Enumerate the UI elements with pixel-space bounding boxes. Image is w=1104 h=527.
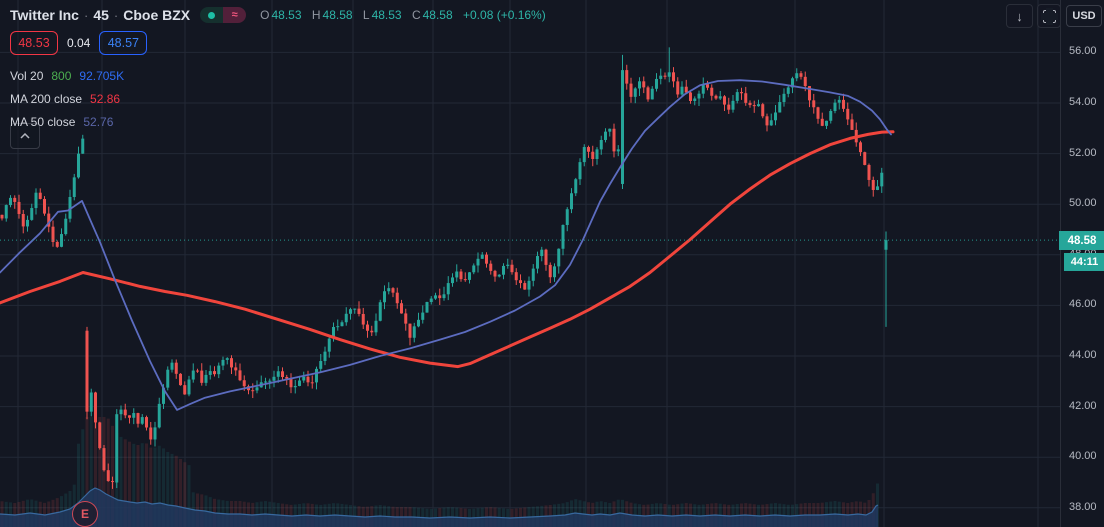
open-value: 48.53	[271, 8, 302, 22]
currency-button[interactable]: USD	[1066, 5, 1102, 27]
ma200-value: 52.86	[90, 91, 121, 106]
low-value: 48.53	[371, 8, 402, 22]
volume-bar	[166, 451, 170, 527]
chart-corner-toolbar: ↓	[1006, 4, 1061, 28]
price-axis-label: 42.00	[1069, 399, 1097, 412]
price-axis-label: 40.00	[1069, 450, 1097, 463]
separator-dot: ·	[113, 7, 119, 23]
volume-bar	[77, 443, 80, 527]
price-axis-label: 50.00	[1069, 197, 1097, 210]
volume-bar	[119, 436, 123, 527]
close-value: 48.58	[422, 8, 453, 22]
ma50-value: 52.76	[83, 114, 114, 129]
volume-bar	[153, 447, 157, 527]
symbol-name: Twitter Inc	[10, 7, 79, 23]
volume-bar	[162, 448, 165, 527]
volume-indicator-label: Vol 20	[10, 68, 44, 83]
ma200-indicator-label: MA 200 close	[10, 91, 83, 106]
ma50-indicator-row[interactable]: MA 50 close 52.76	[10, 110, 546, 133]
close-label: C	[411, 8, 421, 22]
fullscreen-button[interactable]	[1037, 4, 1061, 28]
exchange-label: Cboe BZX	[123, 7, 191, 23]
volume-bar	[149, 447, 153, 527]
volume-bar	[136, 444, 140, 527]
price-axis-label: 46.00	[1069, 298, 1097, 311]
change-value: +0.08 (+0.16%)	[463, 8, 546, 22]
volume-bar	[145, 443, 148, 527]
volume-bar	[81, 429, 85, 527]
scroll-to-latest-button[interactable]: ↓	[1006, 4, 1033, 28]
volume-area-edge	[0, 487, 879, 519]
ma200-line	[0, 130, 895, 369]
wave-icon: ≈	[231, 9, 238, 21]
arrow-down-icon: ↓	[1016, 8, 1023, 24]
volume-indicator-row[interactable]: Vol 20 800 92.705K	[10, 64, 546, 87]
price-axis-label: 44.00	[1069, 349, 1097, 361]
legend-collapse-button[interactable]	[10, 123, 40, 149]
separator-dot: ·	[83, 7, 89, 23]
low-label: L	[362, 8, 370, 22]
sell-bid-button[interactable]: 48.53	[10, 31, 58, 55]
volume-ma-value: 92.705K	[79, 68, 125, 83]
price-axis-label: 52.00	[1069, 146, 1097, 159]
volume-bar	[157, 445, 161, 527]
volume-bar	[85, 417, 89, 527]
buy-ask-button[interactable]: 48.57	[99, 31, 148, 55]
trade-buttons-row: 48.53 0.04 48.57	[10, 31, 546, 55]
clipped-axis-label: 48.41	[1068, 0, 1104, 4]
volume-bar	[170, 453, 174, 527]
volume-bar	[140, 443, 144, 527]
volume-bar	[183, 462, 187, 527]
open-label: O	[260, 8, 270, 22]
price-chart[interactable]	[0, 0, 1060, 527]
volume-bar	[174, 455, 178, 527]
price-axis-label: 56.00	[1069, 45, 1097, 58]
chevron-up-icon	[20, 133, 30, 139]
candle-series	[0, 47, 888, 489]
current-price-label: 48.58	[1059, 231, 1104, 251]
ohlc-readout: O 48.53 H 48.58 L 48.53 C 48.58 +0.08 (+0.16…	[260, 8, 546, 22]
ma50-line	[0, 79, 892, 411]
high-label: H	[311, 8, 321, 22]
spread-value: 0.04	[67, 36, 91, 50]
legend: Twitter Inc · 45 · Cboe BZX ≈ O 48.53 H 48…	[10, 5, 546, 133]
earnings-marker[interactable]: E	[72, 501, 98, 527]
price-axis[interactable]: 48.41 USD 56.0054.0052.0050.0048.0046.00…	[1059, 0, 1104, 527]
volume-area	[0, 488, 878, 527]
price-axis-label: 54.00	[1069, 96, 1097, 108]
symbol-row[interactable]: Twitter Inc · 45 · Cboe BZX ≈ O 48.53 H 48…	[10, 5, 546, 25]
high-value: 48.58	[322, 8, 353, 22]
volume-current-value: 800	[51, 68, 72, 83]
interval-label: 45	[93, 7, 109, 23]
volume-bar	[132, 443, 136, 527]
volume-bar	[128, 441, 131, 527]
volume-bar	[111, 425, 114, 527]
symbol-toggles: ≈	[200, 7, 247, 23]
bar-countdown-label: 44:11	[1064, 253, 1104, 272]
volume-bar	[187, 465, 191, 527]
price-axis-label: 38.00	[1069, 500, 1097, 513]
market-open-toggle[interactable]	[200, 7, 224, 23]
volume-bar	[94, 417, 97, 527]
volume-bar	[179, 459, 182, 527]
market-status-dot-icon	[208, 11, 216, 19]
similar-symbols-toggle[interactable]: ≈	[223, 7, 247, 23]
volume-bar	[89, 417, 93, 527]
volume-bar	[123, 439, 127, 527]
ma50-indicator-label: MA 50 close	[10, 114, 76, 129]
volume-bar	[98, 417, 102, 527]
ma200-indicator-row[interactable]: MA 200 close 52.86	[10, 87, 546, 110]
fullscreen-icon	[1040, 7, 1058, 25]
volume-bar	[102, 417, 106, 527]
